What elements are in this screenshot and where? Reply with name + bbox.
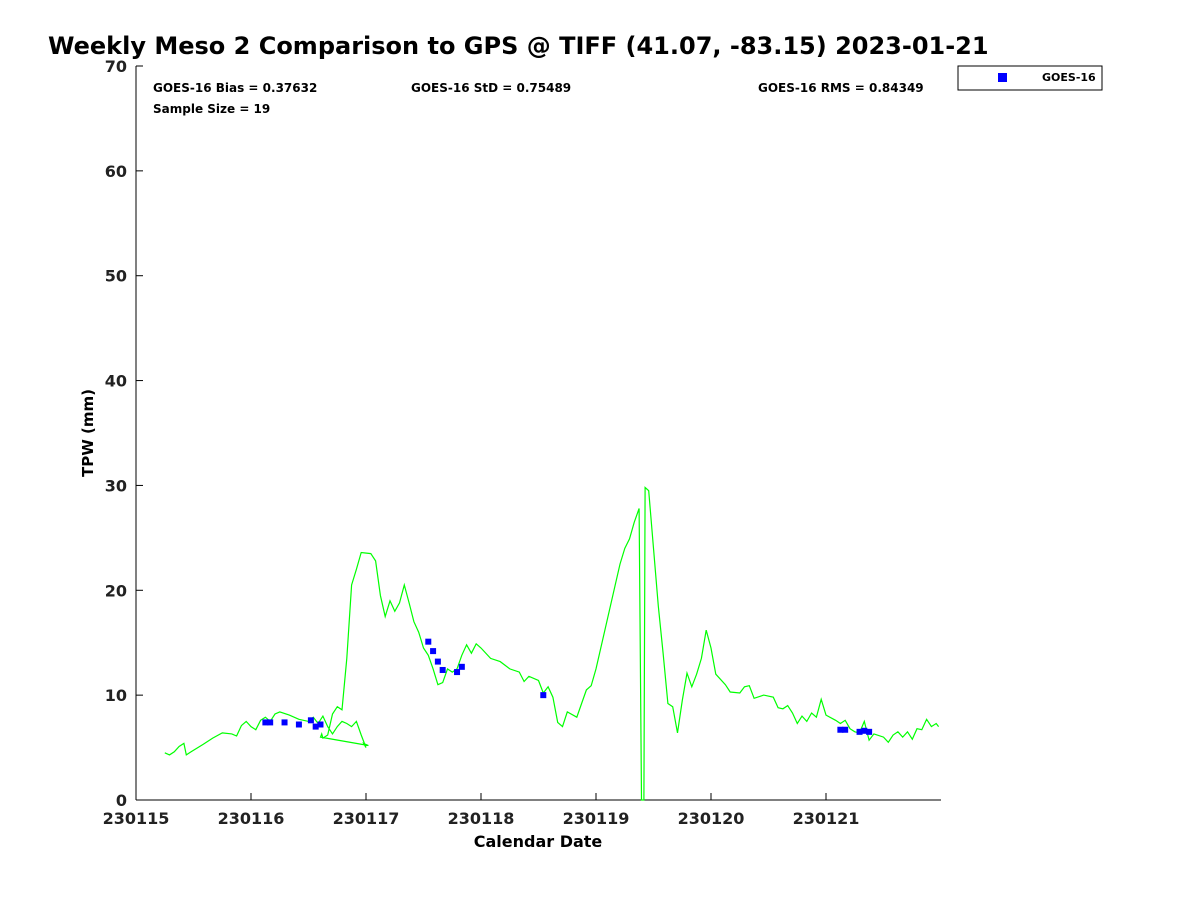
x-tick-label: 230115 <box>103 809 170 828</box>
data-point-goes-16 <box>540 692 547 699</box>
data-point-goes-16 <box>281 719 288 726</box>
data-point-goes-16 <box>307 717 314 724</box>
y-tick-label: 50 <box>105 267 127 286</box>
data-point-goes-16 <box>267 719 274 726</box>
series-layer <box>164 486 940 801</box>
x-tick-label: 230121 <box>793 809 860 828</box>
y-tick-label: 0 <box>116 791 127 810</box>
y-tick-label: 70 <box>105 57 127 76</box>
stat-std: GOES-16 StD = 0.75489 <box>411 81 571 95</box>
data-point-goes-16 <box>458 663 465 670</box>
data-point-goes-16 <box>425 638 432 645</box>
data-point-goes-16 <box>866 728 873 735</box>
y-tick-label: 60 <box>105 162 127 181</box>
y-tick-label: 40 <box>105 372 127 391</box>
y-tick-label: 20 <box>105 581 127 600</box>
x-tick-label: 230118 <box>448 809 515 828</box>
legend-label-goes16: GOES-16 <box>1042 71 1096 84</box>
y-ticks: 0 10 20 30 40 50 60 70 <box>105 57 143 810</box>
stat-sample-size: Sample Size = 19 <box>153 102 270 116</box>
legend-box <box>957 65 1103 91</box>
x-axis-label: Calendar Date <box>474 832 603 851</box>
legend-marker-goes16 <box>998 73 1007 82</box>
data-point-goes-16 <box>262 719 269 726</box>
x-tick-label: 230119 <box>563 809 630 828</box>
x-tick-label: 230116 <box>218 809 285 828</box>
data-point-goes-16 <box>837 726 844 733</box>
data-point-goes-16 <box>312 723 319 730</box>
data-point-goes-16 <box>861 727 868 734</box>
data-point-goes-16 <box>317 721 324 728</box>
data-point-goes-16 <box>430 648 437 655</box>
data-point-goes-16 <box>434 658 441 665</box>
legend: GOES-16 <box>957 65 1103 91</box>
x-tick-label: 230120 <box>678 809 745 828</box>
data-point-goes-16 <box>454 669 461 676</box>
x-ticks: 230115 230116 230117 230118 230119 230120 2301… <box>103 793 860 828</box>
stat-rms: GOES-16 RMS = 0.84349 <box>758 81 924 95</box>
axes <box>135 66 941 801</box>
chart-title: Weekly Meso 2 Comparison to GPS @ TIFF (… <box>48 32 989 60</box>
data-point-goes-16 <box>439 666 446 673</box>
y-tick-label: 30 <box>105 476 127 495</box>
series-line-gps <box>164 486 940 801</box>
x-tick-label: 230117 <box>333 809 400 828</box>
y-axis-label: TPW (mm) <box>79 389 97 477</box>
stat-bias: GOES-16 Bias = 0.37632 <box>153 81 317 95</box>
data-point-goes-16 <box>295 721 302 728</box>
data-point-goes-16 <box>842 726 849 733</box>
y-tick-label: 10 <box>105 686 127 705</box>
data-point-goes-16 <box>856 728 863 735</box>
